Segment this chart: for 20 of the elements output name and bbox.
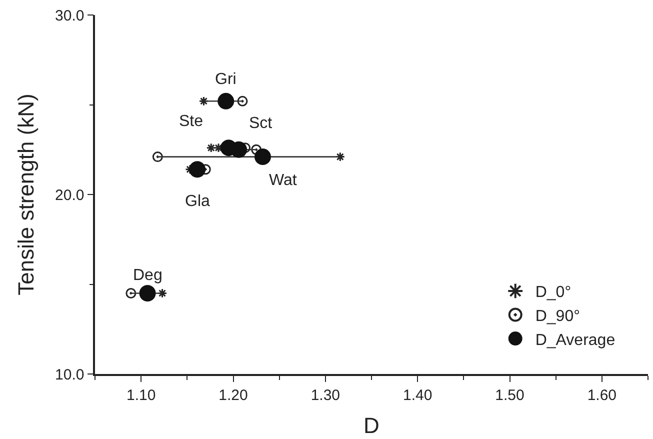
- x-tick-label: 1.30: [310, 386, 340, 404]
- legend-label: D_0°: [535, 284, 572, 302]
- annotation: Gla: [185, 193, 210, 210]
- y-tick-label: 30.0: [55, 7, 84, 24]
- y-axis-title: Tensile strength (kN): [13, 94, 38, 296]
- annotation: Sct: [249, 115, 273, 132]
- x-tick-label: 1.60: [587, 386, 617, 404]
- annotation: Gri: [215, 71, 236, 88]
- x-tick-label: 1.40: [402, 386, 432, 404]
- x-tick-label: 1.10: [126, 386, 156, 404]
- x-tick-label: 1.20: [218, 386, 248, 404]
- legend-label: D_Average: [535, 332, 616, 349]
- x-axis-title: D: [364, 413, 380, 438]
- x-tick-label: 1.50: [495, 386, 524, 404]
- annotation: Wat: [269, 172, 298, 189]
- y-tick-label: 10.0: [55, 366, 84, 384]
- legend-label: D_90°: [535, 308, 580, 325]
- annotation: Deg: [133, 267, 162, 284]
- y-tick-label: 20.0: [55, 186, 84, 204]
- annotation: Ste: [179, 113, 204, 130]
